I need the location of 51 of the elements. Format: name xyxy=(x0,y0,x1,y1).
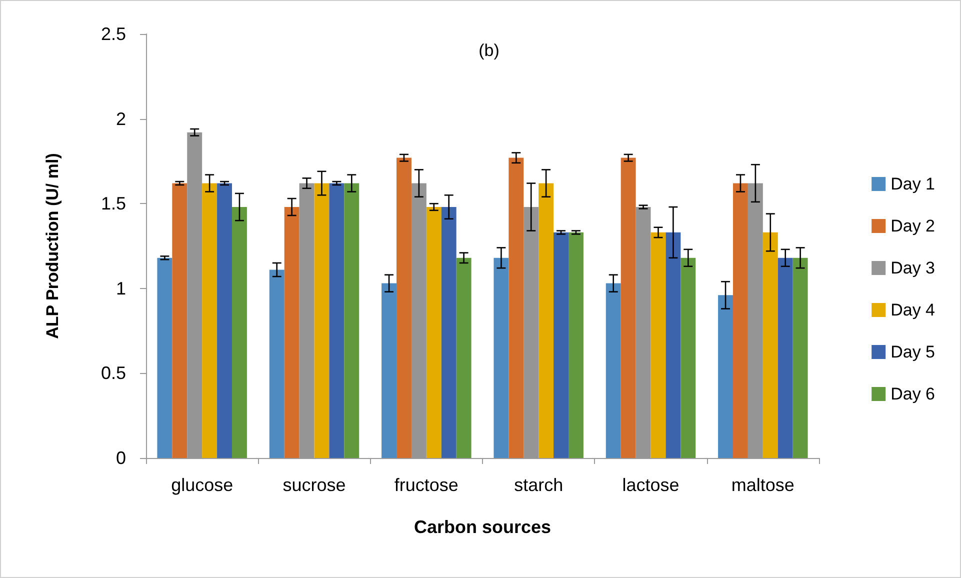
x-tick-label: maltose xyxy=(731,475,794,495)
x-tick-label: fructose xyxy=(394,475,458,495)
bar xyxy=(382,283,397,458)
bar xyxy=(426,206,442,458)
bar xyxy=(344,183,360,458)
bar xyxy=(314,183,330,458)
x-tick-label: starch xyxy=(514,475,564,495)
bar xyxy=(762,232,778,458)
bar xyxy=(284,206,300,458)
bar xyxy=(202,183,218,458)
legend-label: Day 1 xyxy=(890,174,936,194)
bar xyxy=(666,232,681,458)
x-tick-label: sucrose xyxy=(282,475,346,495)
bar xyxy=(606,283,621,458)
bar xyxy=(568,232,584,458)
bar xyxy=(232,206,247,458)
bar xyxy=(269,270,284,458)
bar xyxy=(172,183,188,458)
bar xyxy=(733,183,748,458)
y-tick-label: 0.5 xyxy=(100,363,126,384)
bar xyxy=(217,183,232,458)
bar xyxy=(508,158,524,458)
bar xyxy=(718,295,734,458)
bar xyxy=(778,258,793,458)
x-axis-title: Carbon sources xyxy=(414,517,552,537)
legend-label: Day 6 xyxy=(890,384,936,404)
bar xyxy=(792,258,808,458)
bar xyxy=(456,258,472,458)
y-tick-label: 1.5 xyxy=(100,194,126,214)
legend-label: Day 5 xyxy=(890,342,936,362)
bar xyxy=(680,258,696,458)
y-axis-title: ALP Production (U/ ml) xyxy=(43,153,62,339)
bar xyxy=(538,183,554,458)
legend-label: Day 2 xyxy=(890,216,936,236)
y-tick-label: 1 xyxy=(116,278,126,298)
bar xyxy=(157,258,172,458)
y-tick-label: 2 xyxy=(116,108,126,129)
x-tick-label: glucose xyxy=(171,475,234,495)
bar xyxy=(554,232,568,458)
legend-label: Day 4 xyxy=(890,300,936,320)
y-tick-label: 2.5 xyxy=(100,24,126,44)
x-tick-label: lactose xyxy=(622,475,680,495)
bar xyxy=(396,158,412,458)
bar xyxy=(441,206,456,458)
legend-label: Day 3 xyxy=(890,258,936,278)
chart-title: (b) xyxy=(478,41,500,60)
bar xyxy=(494,258,509,458)
bar xyxy=(620,158,636,458)
bar xyxy=(329,183,344,458)
bar xyxy=(650,232,666,458)
y-tick-label: 0 xyxy=(116,448,126,468)
